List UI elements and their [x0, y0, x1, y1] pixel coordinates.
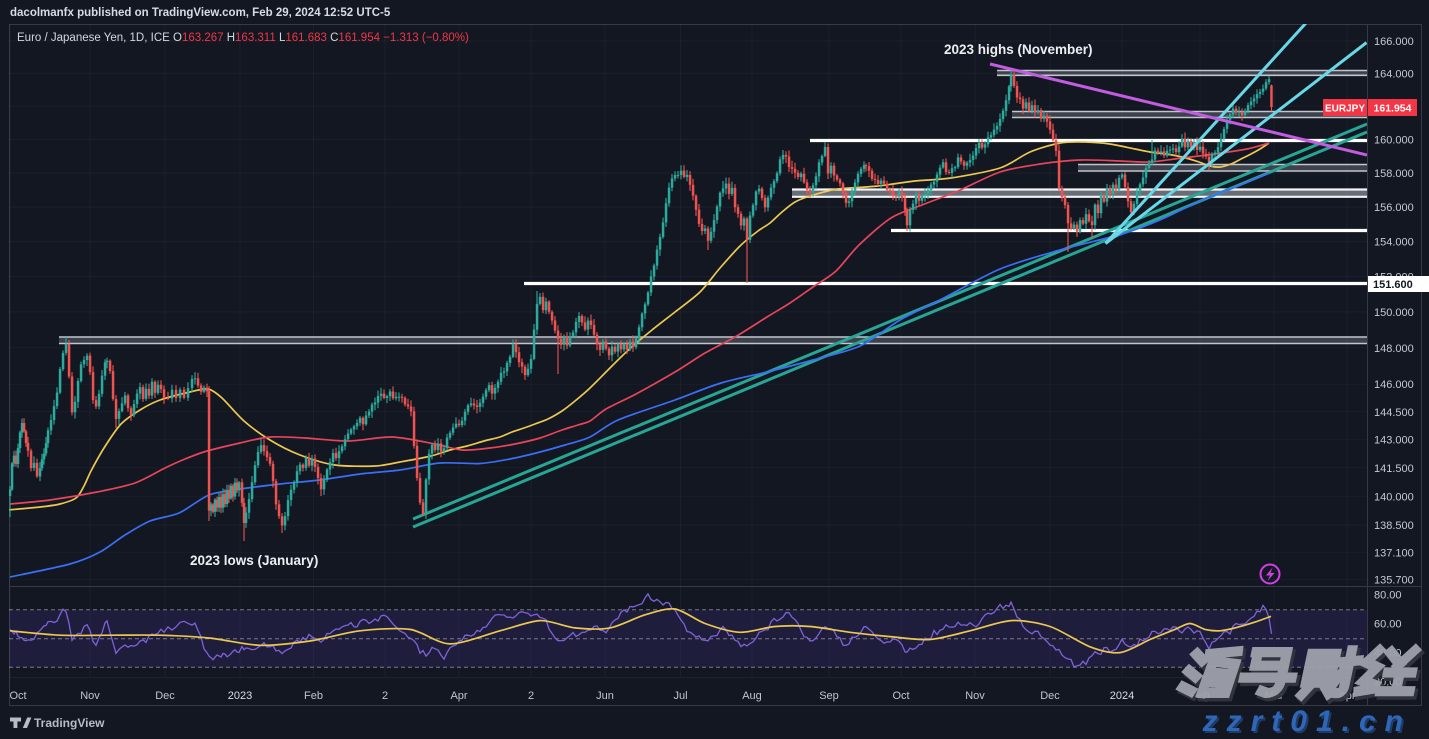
svg-text:EURJPY: EURJPY [1325, 104, 1365, 115]
svg-text:160.000: 160.000 [1374, 134, 1414, 146]
svg-text:2023: 2023 [228, 690, 252, 702]
svg-text:zzrt01.cn: zzrt01.cn [1204, 707, 1414, 739]
svg-text:138.500: 138.500 [1374, 520, 1414, 532]
svg-text:156.000: 156.000 [1374, 202, 1414, 214]
svg-text:Dec: Dec [155, 690, 175, 702]
svg-text:Nov: Nov [965, 690, 985, 702]
svg-text:2023 highs (November): 2023 highs (November) [944, 42, 1093, 57]
svg-text:2024: 2024 [1110, 690, 1134, 702]
svg-text:2: 2 [528, 690, 534, 702]
svg-text:Aug: Aug [742, 690, 762, 702]
svg-text:Sep: Sep [819, 690, 839, 702]
svg-text:141.500: 141.500 [1374, 463, 1414, 475]
svg-text:60.00: 60.00 [1374, 619, 1402, 631]
svg-text:2023 lows (January): 2023 lows (January) [190, 553, 318, 568]
svg-text:Jun: Jun [596, 690, 614, 702]
svg-text:Dec: Dec [1040, 690, 1060, 702]
svg-text:154.000: 154.000 [1374, 237, 1414, 249]
svg-text:80.00: 80.00 [1374, 590, 1402, 602]
svg-text:Feb: Feb [304, 690, 323, 702]
svg-text:146.000: 146.000 [1374, 379, 1414, 391]
svg-text:Jul: Jul [673, 690, 687, 702]
svg-text:135.700: 135.700 [1374, 575, 1414, 587]
svg-text:137.100: 137.100 [1374, 547, 1414, 559]
svg-text:158.000: 158.000 [1374, 168, 1414, 180]
svg-text:150.000: 150.000 [1374, 307, 1414, 319]
svg-text:zzrt01.cn: zzrt01.cn [1202, 705, 1412, 738]
svg-text:Nov: Nov [80, 690, 100, 702]
svg-text:140.000: 140.000 [1374, 491, 1414, 503]
svg-text:164.000: 164.000 [1374, 68, 1414, 80]
svg-text:144.500: 144.500 [1374, 407, 1414, 419]
svg-text:143.000: 143.000 [1374, 435, 1414, 447]
svg-text:161.954: 161.954 [1374, 103, 1412, 115]
svg-text:dacolmanfx published on Tradin: dacolmanfx published on TradingView.com,… [10, 7, 391, 19]
svg-text:Oct: Oct [892, 690, 909, 702]
svg-text:151.600: 151.600 [1373, 279, 1413, 291]
svg-text:2: 2 [382, 690, 388, 702]
svg-text:148.000: 148.000 [1374, 343, 1414, 355]
svg-text:Euro / Japanese Yen, 1D, ICE: Euro / Japanese Yen, 1D, ICE O163.267 H1… [17, 32, 469, 44]
svg-text:Oct: Oct [9, 690, 26, 702]
svg-text:Apr: Apr [450, 690, 467, 702]
svg-text:166.000: 166.000 [1374, 36, 1414, 48]
svg-text:TradingView: TradingView [34, 716, 105, 730]
